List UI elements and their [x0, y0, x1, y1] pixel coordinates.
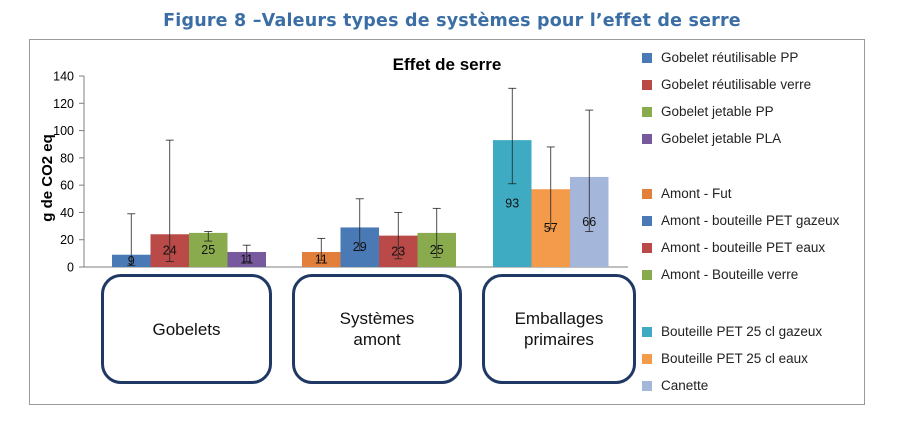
data-label: 25	[201, 243, 215, 257]
category-box-text: primaires	[524, 330, 594, 349]
category-box-text: Gobelets	[152, 319, 221, 339]
category-box-text: Systèmes	[339, 309, 415, 328]
category-box-text: amont	[353, 330, 401, 349]
legend-label: Bouteille PET 25 cl eaux	[661, 351, 808, 366]
legend-label: Gobelet réutilisable PP	[661, 50, 799, 65]
legend-swatch	[642, 354, 652, 364]
legend-swatch	[642, 381, 652, 391]
data-label: 57	[544, 221, 558, 235]
data-label: 29	[353, 240, 367, 254]
data-label: 9	[128, 254, 135, 268]
legend-item: Gobelet réutilisable verre	[642, 77, 811, 92]
y-tick-label: 20	[60, 233, 74, 247]
legend-item: Bouteille PET 25 cl gazeux	[642, 324, 822, 339]
data-label: 11	[240, 252, 253, 266]
category-box-gobelets: Gobelets	[101, 274, 272, 384]
legend-label: Amont - Fut	[661, 186, 732, 201]
category-box-emballages-primaires: Emballages primaires	[482, 274, 636, 384]
data-label: 25	[430, 243, 444, 257]
legend-swatch	[642, 80, 652, 90]
legend-item: Canette	[642, 378, 708, 393]
legend-swatch	[642, 243, 652, 253]
legend-item: Gobelet jetable PP	[642, 104, 774, 119]
category-box-systemes-amont: Systèmes amont	[292, 274, 462, 384]
legend-label: Bouteille PET 25 cl gazeux	[661, 324, 823, 339]
y-tick-label: 100	[53, 124, 74, 138]
legend-item: Bouteille PET 25 cl eaux	[642, 351, 808, 366]
legend-swatch	[642, 107, 652, 117]
data-label: 23	[391, 244, 405, 258]
bars-layer: 9 24 25 11 11 29 23 25 93 57 66	[112, 87, 609, 268]
y-tick-label: 0	[67, 261, 74, 275]
data-label: 11	[315, 252, 328, 266]
y-tick-label: 40	[60, 206, 74, 220]
data-label: 24	[163, 244, 177, 258]
y-tick-label: 60	[60, 179, 74, 193]
legend-swatch	[642, 134, 652, 144]
y-tick-label: 80	[60, 151, 74, 165]
legend-swatch	[642, 216, 652, 226]
legend-swatch	[642, 270, 652, 280]
legend-swatch	[642, 53, 652, 63]
data-label: 93	[505, 197, 519, 211]
legend-swatch	[642, 327, 652, 337]
legend-label: Gobelet jetable PP	[661, 104, 774, 119]
legend-label: Canette	[661, 378, 709, 393]
data-label: 66	[582, 215, 596, 229]
y-tick-label: 120	[53, 97, 74, 111]
category-box-text: Emballages	[514, 309, 604, 328]
legend-label: Amont - Bouteille verre	[661, 267, 799, 282]
legend-swatch	[642, 189, 652, 199]
chart-frame	[29, 39, 865, 405]
legend-label: Amont - bouteille PET eaux	[661, 240, 826, 255]
legend-label: Gobelet réutilisable verre	[661, 77, 812, 92]
y-tick-label: 140	[53, 70, 74, 84]
legend-item: Amont - Fut	[642, 186, 732, 201]
legend-item: Gobelet jetable PLA	[642, 131, 781, 146]
legend-item: Amont - bouteille PET gazeux	[642, 213, 839, 228]
legend-label: Amont - bouteille PET gazeux	[661, 213, 840, 228]
legend-item: Amont - Bouteille verre	[642, 267, 798, 282]
legend-item: Gobelet réutilisable PP	[642, 50, 798, 65]
figure-title: Figure 8 –Valeurs types de systèmes pour…	[163, 11, 741, 31]
chart-title: Effet de serre	[393, 55, 502, 74]
y-axis: 0 20 40 60 80 100 120 140	[53, 70, 628, 275]
legend-item: Amont - bouteille PET eaux	[642, 240, 825, 255]
y-axis-label: g de CO2 eq	[39, 134, 56, 222]
legend-label: Gobelet jetable PLA	[661, 131, 782, 146]
